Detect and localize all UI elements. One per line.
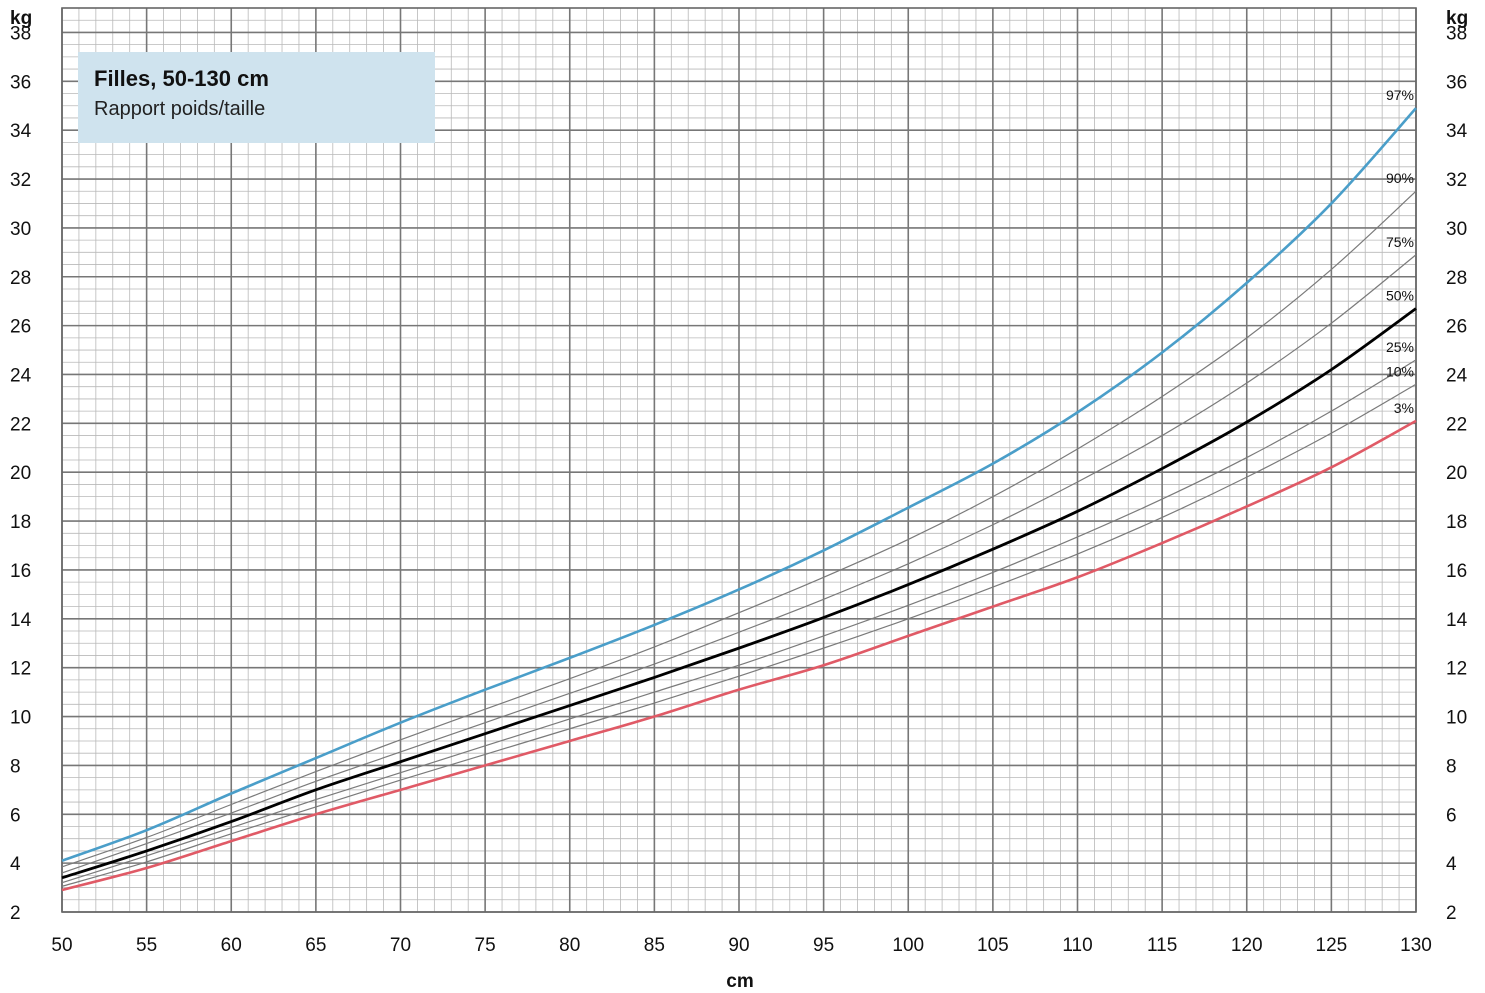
x-tick-label: 120 bbox=[1231, 935, 1263, 956]
y-tick-label-right: 20 bbox=[1446, 463, 1467, 484]
x-tick-label: 100 bbox=[892, 935, 924, 956]
y-tick-label-left: 12 bbox=[10, 659, 31, 680]
y-tick-label-right: 28 bbox=[1446, 268, 1467, 289]
y-tick-label-left: 30 bbox=[10, 219, 31, 240]
y-tick-label-left: 22 bbox=[10, 414, 31, 435]
x-tick-label: 110 bbox=[1062, 935, 1092, 956]
y-tick-label-right: 34 bbox=[1446, 121, 1468, 142]
x-tick-label: 80 bbox=[559, 935, 580, 956]
y-tick-label-left: 32 bbox=[10, 170, 31, 191]
y-tick-label-right: 16 bbox=[1446, 561, 1467, 582]
chart-title-box: Filles, 50-130 cm Rapport poids/taille bbox=[78, 52, 435, 143]
x-tick-label: 125 bbox=[1316, 935, 1348, 956]
chart-title: Filles, 50-130 cm bbox=[94, 66, 435, 92]
y-tick-label-left: 26 bbox=[10, 317, 31, 338]
x-tick-label: 115 bbox=[1147, 935, 1177, 956]
y-tick-label-right: 30 bbox=[1446, 219, 1467, 240]
y-tick-label-left: 8 bbox=[10, 756, 21, 777]
x-tick-label: 55 bbox=[136, 935, 157, 956]
y-tick-label-left: 34 bbox=[10, 121, 32, 142]
y-tick-label-left: 10 bbox=[10, 708, 31, 729]
y-tick-label-left: 18 bbox=[10, 512, 31, 533]
y-tick-label-left: 6 bbox=[10, 805, 21, 826]
y-tick-label-right: 32 bbox=[1446, 170, 1467, 191]
series-label-75pct: 75% bbox=[1386, 234, 1414, 250]
y-tick-label-right: 4 bbox=[1446, 854, 1457, 875]
x-tick-label: 95 bbox=[813, 935, 834, 956]
y-tick-label-left: 20 bbox=[10, 463, 31, 484]
y-tick-label-right: 10 bbox=[1446, 708, 1467, 729]
y-axis-unit-right: kg bbox=[1446, 8, 1468, 29]
y-tick-label-right: 36 bbox=[1446, 72, 1467, 93]
x-tick-label: 130 bbox=[1400, 935, 1432, 956]
y-axis-unit-left: kg bbox=[10, 8, 32, 29]
x-tick-label: 75 bbox=[475, 935, 496, 956]
y-tick-label-left: 28 bbox=[10, 268, 31, 289]
y-tick-label-right: 22 bbox=[1446, 414, 1467, 435]
x-tick-label: 85 bbox=[644, 935, 665, 956]
y-tick-label-left: 4 bbox=[10, 854, 21, 875]
x-tick-label: 65 bbox=[305, 935, 326, 956]
y-tick-label-right: 2 bbox=[1446, 903, 1457, 924]
y-tick-label-left: 2 bbox=[10, 903, 21, 924]
series-label-3pct: 3% bbox=[1394, 400, 1414, 416]
y-tick-label-right: 8 bbox=[1446, 756, 1457, 777]
x-tick-label: 50 bbox=[51, 935, 72, 956]
x-tick-label: 90 bbox=[728, 935, 749, 956]
x-tick-label: 105 bbox=[977, 935, 1009, 956]
x-tick-label: 70 bbox=[390, 935, 411, 956]
y-tick-label-right: 12 bbox=[1446, 659, 1467, 680]
y-tick-label-left: 36 bbox=[10, 72, 31, 93]
series-label-25pct: 25% bbox=[1386, 339, 1414, 355]
series-label-50pct: 50% bbox=[1386, 288, 1414, 304]
chart-subtitle: Rapport poids/taille bbox=[94, 98, 435, 121]
series-label-10pct: 10% bbox=[1386, 363, 1414, 379]
y-tick-label-left: 16 bbox=[10, 561, 31, 582]
y-tick-label-right: 14 bbox=[1446, 610, 1468, 631]
y-tick-label-right: 26 bbox=[1446, 317, 1467, 338]
y-tick-label-right: 18 bbox=[1446, 512, 1467, 533]
series-label-97pct: 97% bbox=[1386, 87, 1414, 103]
y-tick-label-right: 24 bbox=[1446, 365, 1468, 386]
series-label-90pct: 90% bbox=[1386, 170, 1414, 186]
x-tick-label: 60 bbox=[221, 935, 242, 956]
y-tick-label-right: 6 bbox=[1446, 805, 1457, 826]
x-axis-label: cm bbox=[726, 971, 753, 992]
y-tick-label-left: 14 bbox=[10, 610, 32, 631]
y-tick-label-left: 24 bbox=[10, 365, 32, 386]
